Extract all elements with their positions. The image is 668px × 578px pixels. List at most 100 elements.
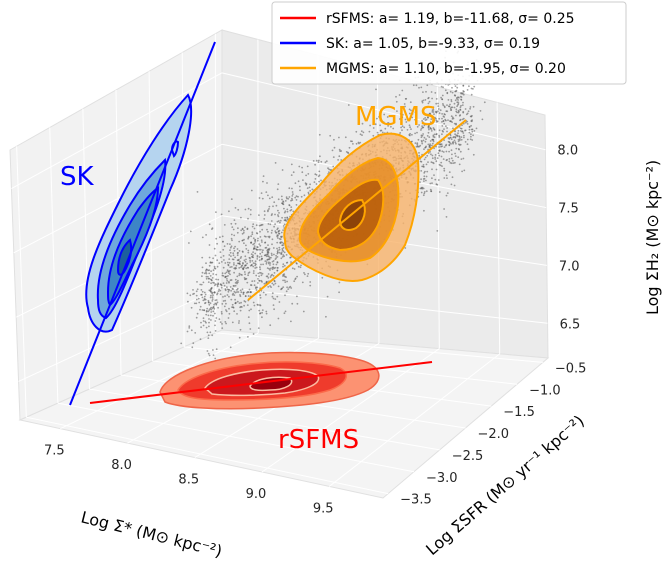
scatter-point <box>282 254 284 256</box>
scatter-point <box>420 170 422 172</box>
scatter-point <box>455 143 457 145</box>
scatter-point <box>238 259 240 261</box>
x-tick-label: 7.5 <box>44 444 65 459</box>
scatter-point <box>459 144 461 146</box>
scatter-point <box>250 235 252 237</box>
scatter-point <box>212 296 214 298</box>
scatter-point <box>458 97 460 99</box>
scatter-point <box>277 249 279 251</box>
scatter-point <box>238 291 240 293</box>
scatter-point <box>235 282 237 284</box>
scatter-point <box>237 209 239 211</box>
scatter-point <box>282 169 284 171</box>
scatter-point <box>245 248 247 250</box>
scatter-point <box>273 304 275 306</box>
scatter-point <box>209 308 211 310</box>
scatter-point <box>215 279 217 281</box>
scatter-point <box>278 212 280 214</box>
scatter-point <box>269 269 271 271</box>
scatter-point <box>234 267 236 269</box>
scatter-point <box>227 262 229 264</box>
y-tick-label: −2.5 <box>452 449 484 464</box>
scatter-point <box>208 326 210 328</box>
scatter-point <box>267 254 269 256</box>
scatter-point <box>424 178 426 180</box>
scatter-point <box>338 155 340 157</box>
scatter-point <box>224 224 226 226</box>
scatter-point <box>276 270 278 272</box>
scatter-point <box>268 208 270 210</box>
scatter-point <box>229 313 231 315</box>
scatter-point <box>238 241 240 243</box>
scatter-point <box>409 133 411 135</box>
scatter-point <box>458 140 460 142</box>
scatter-point <box>256 258 258 260</box>
scatter-point <box>318 160 320 162</box>
scatter-point <box>234 246 236 248</box>
rsfms-annotation: rSFMS <box>278 425 359 455</box>
scatter-point <box>446 175 448 177</box>
scatter-point <box>253 237 255 239</box>
scatter-point <box>268 223 270 225</box>
scatter-point <box>221 214 223 216</box>
scatter-point <box>236 289 238 291</box>
scatter-point <box>281 196 283 198</box>
scatter-point <box>455 111 457 113</box>
scatter-point <box>318 161 320 163</box>
legend-label: rSFMS: a= 1.19, b=-11.68, σ= 0.25 <box>326 11 575 27</box>
scatter-point <box>445 144 447 146</box>
scatter-point <box>304 194 306 196</box>
scatter-point <box>277 188 279 190</box>
scatter-point <box>237 252 239 254</box>
scatter-point <box>438 108 440 110</box>
scatter-point <box>188 325 190 327</box>
scatter-point <box>265 247 267 249</box>
scatter-point <box>429 183 431 185</box>
scatter-point <box>261 229 263 231</box>
scatter-point <box>425 138 427 140</box>
scatter-point <box>219 290 221 292</box>
scatter-point <box>446 177 448 179</box>
scatter-point <box>212 257 214 259</box>
scatter-point <box>301 167 303 169</box>
scatter-point <box>267 211 269 213</box>
scatter-point <box>212 273 214 275</box>
scatter-point <box>191 346 193 348</box>
scatter-point <box>423 148 425 150</box>
scatter-point <box>441 133 443 135</box>
scatter-point <box>282 203 284 205</box>
scatter-point <box>198 298 200 300</box>
scatter-point <box>451 162 453 164</box>
scatter-point <box>449 104 451 106</box>
scatter-point <box>256 246 258 248</box>
scatter-point <box>290 206 292 208</box>
scatter-point <box>238 322 240 324</box>
scatter-point <box>436 230 438 232</box>
scatter-point <box>425 157 427 159</box>
scatter-point <box>256 289 258 291</box>
scatter-point <box>450 99 452 101</box>
scatter-point <box>439 129 441 131</box>
scatter-point <box>445 89 447 91</box>
scatter-point <box>480 110 482 112</box>
scatter-point <box>261 241 263 243</box>
scatter-point <box>446 110 448 112</box>
scatter-point <box>460 151 462 153</box>
scatter-point <box>293 171 295 173</box>
scatter-point <box>301 171 303 173</box>
scatter-point <box>316 183 318 185</box>
scatter-point <box>434 136 436 138</box>
scatter-point <box>304 274 306 276</box>
scatter-point <box>428 136 430 138</box>
scatter-point <box>454 140 456 142</box>
scatter-point <box>457 104 459 106</box>
scatter-point <box>269 223 271 225</box>
scatter-point <box>462 119 464 121</box>
scatter-point <box>214 320 216 322</box>
scatter-point <box>280 257 282 259</box>
scatter-point <box>303 311 305 313</box>
scatter-point <box>222 249 224 251</box>
scatter-point <box>223 255 225 257</box>
scatter-point <box>301 196 303 198</box>
scatter-point <box>226 278 228 280</box>
